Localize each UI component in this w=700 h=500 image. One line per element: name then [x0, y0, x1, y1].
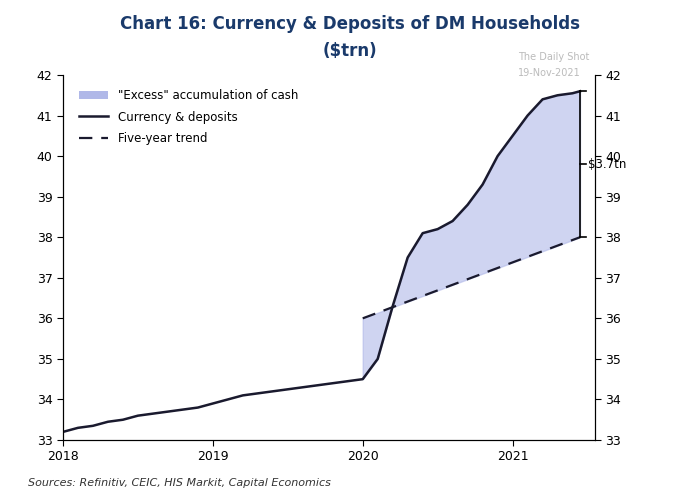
Text: 19-Nov-2021: 19-Nov-2021: [518, 68, 581, 78]
Text: Sources: Refinitiv, CEIC, HIS Markit, Capital Economics: Sources: Refinitiv, CEIC, HIS Markit, Ca…: [28, 478, 331, 488]
Legend: "Excess" accumulation of cash, Currency & deposits, Five-year trend: "Excess" accumulation of cash, Currency …: [74, 84, 303, 150]
Text: The Daily Shot: The Daily Shot: [518, 52, 589, 62]
Text: Chart 16: Currency & Deposits of DM Households: Chart 16: Currency & Deposits of DM Hous…: [120, 15, 580, 33]
Text: ($trn): ($trn): [323, 42, 377, 60]
Text: $3.7tn: $3.7tn: [587, 158, 626, 170]
